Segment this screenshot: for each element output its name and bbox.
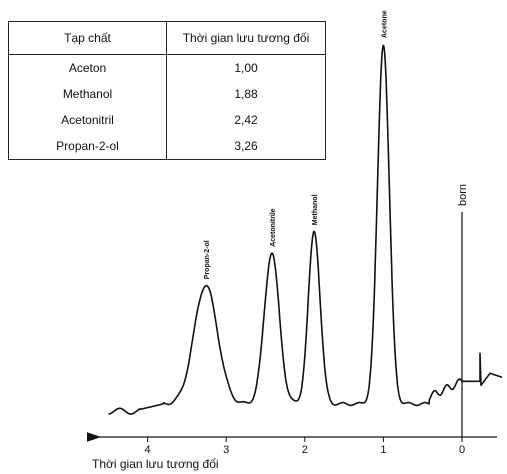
header-relative-retention: Thời gian lưu tương đối xyxy=(166,21,326,55)
x-axis-title: Thời gian lưu tương đối xyxy=(92,457,219,471)
x-tick-label: 3 xyxy=(223,444,229,456)
impurity-table: Tạp chất Thời gian lưu tương đối Aceton … xyxy=(8,21,326,160)
header-impurity: Tạp chất xyxy=(8,21,167,55)
relative-retention-value: 1,88 xyxy=(234,87,258,101)
table-row: Methanol 1,88 xyxy=(8,81,326,107)
x-tick-label: 0 xyxy=(459,444,465,456)
table-row: Aceton 1,00 xyxy=(8,54,326,81)
impurity-name: Propan-2-ol xyxy=(8,133,167,160)
marker-label: born xyxy=(457,184,469,206)
relative-retention-value: 1,00 xyxy=(234,61,258,75)
relative-retention-value: 3,26 xyxy=(234,139,258,153)
peak-label: Acetone xyxy=(381,10,388,38)
table-row: Propan-2-ol 3,26 xyxy=(8,133,326,160)
peak-label: Propan-2-ol xyxy=(204,240,211,279)
peak-label: Methanol xyxy=(312,194,319,225)
x-tick-label: 2 xyxy=(302,444,308,456)
x-tick-label: 1 xyxy=(380,444,386,456)
impurity-name: Methanol xyxy=(8,81,167,107)
table-row: Acetonitril 2,42 xyxy=(8,107,326,133)
x-tick-label: 4 xyxy=(145,444,151,456)
peak-label: Acetonitrile xyxy=(270,208,277,247)
relative-retention-value: 2,42 xyxy=(234,113,258,127)
table-header-row: Tạp chất Thời gian lưu tương đối xyxy=(8,21,326,55)
impurity-name: Aceton xyxy=(8,54,167,81)
chromatogram-trace xyxy=(107,44,503,415)
impurity-name: Acetonitril xyxy=(8,107,167,133)
